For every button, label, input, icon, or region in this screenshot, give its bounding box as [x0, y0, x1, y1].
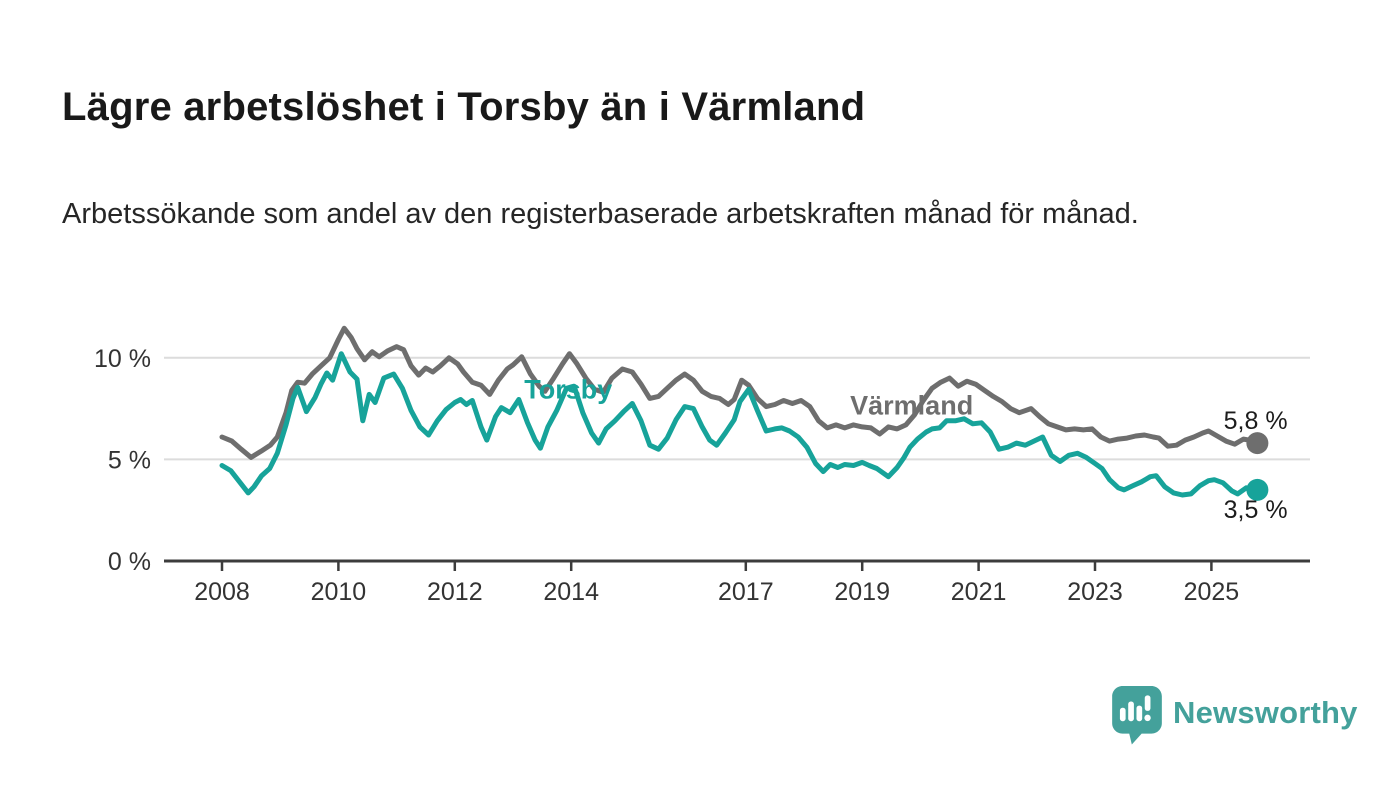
series-label-torsby: Torsby	[524, 374, 612, 404]
series-end-dot	[1246, 478, 1269, 501]
x-tick-label: 2014	[543, 578, 599, 606]
x-tick-label: 2021	[951, 578, 1007, 606]
series-label-vrmland: Värmland	[850, 391, 973, 421]
x-tick-label: 2012	[427, 578, 483, 606]
x-tick-label: 2008	[194, 578, 250, 606]
series-line-vrmland	[219, 325, 1260, 460]
page-title: Lägre arbetslöshet i Torsby än i Värmlan…	[62, 84, 866, 129]
newsworthy-speech-bubble-chart-icon	[1112, 686, 1162, 745]
x-tick-label: 2019	[834, 578, 890, 606]
y-tick-label: 0 %	[108, 548, 151, 576]
x-tick-label: 2010	[311, 578, 367, 606]
x-tick-label: 2017	[718, 578, 774, 606]
x-tick-label: 2023	[1067, 578, 1123, 606]
series-end-value-label: 5,8 %	[1224, 407, 1288, 435]
series-end-dot	[1246, 432, 1269, 455]
newsworthy-logo: Newsworthy	[1112, 686, 1358, 745]
y-tick-label: 5 %	[108, 446, 151, 474]
y-tick-label: 10 %	[94, 345, 151, 373]
x-tick-label: 2025	[1184, 578, 1240, 606]
series-end-value-label: 3,5 %	[1224, 496, 1288, 524]
newsworthy-brand-text: Newsworthy	[1173, 694, 1358, 730]
chart-subtitle: Arbetssökande som andel av den registerb…	[62, 198, 1139, 230]
series-line-torsby	[219, 351, 1260, 498]
